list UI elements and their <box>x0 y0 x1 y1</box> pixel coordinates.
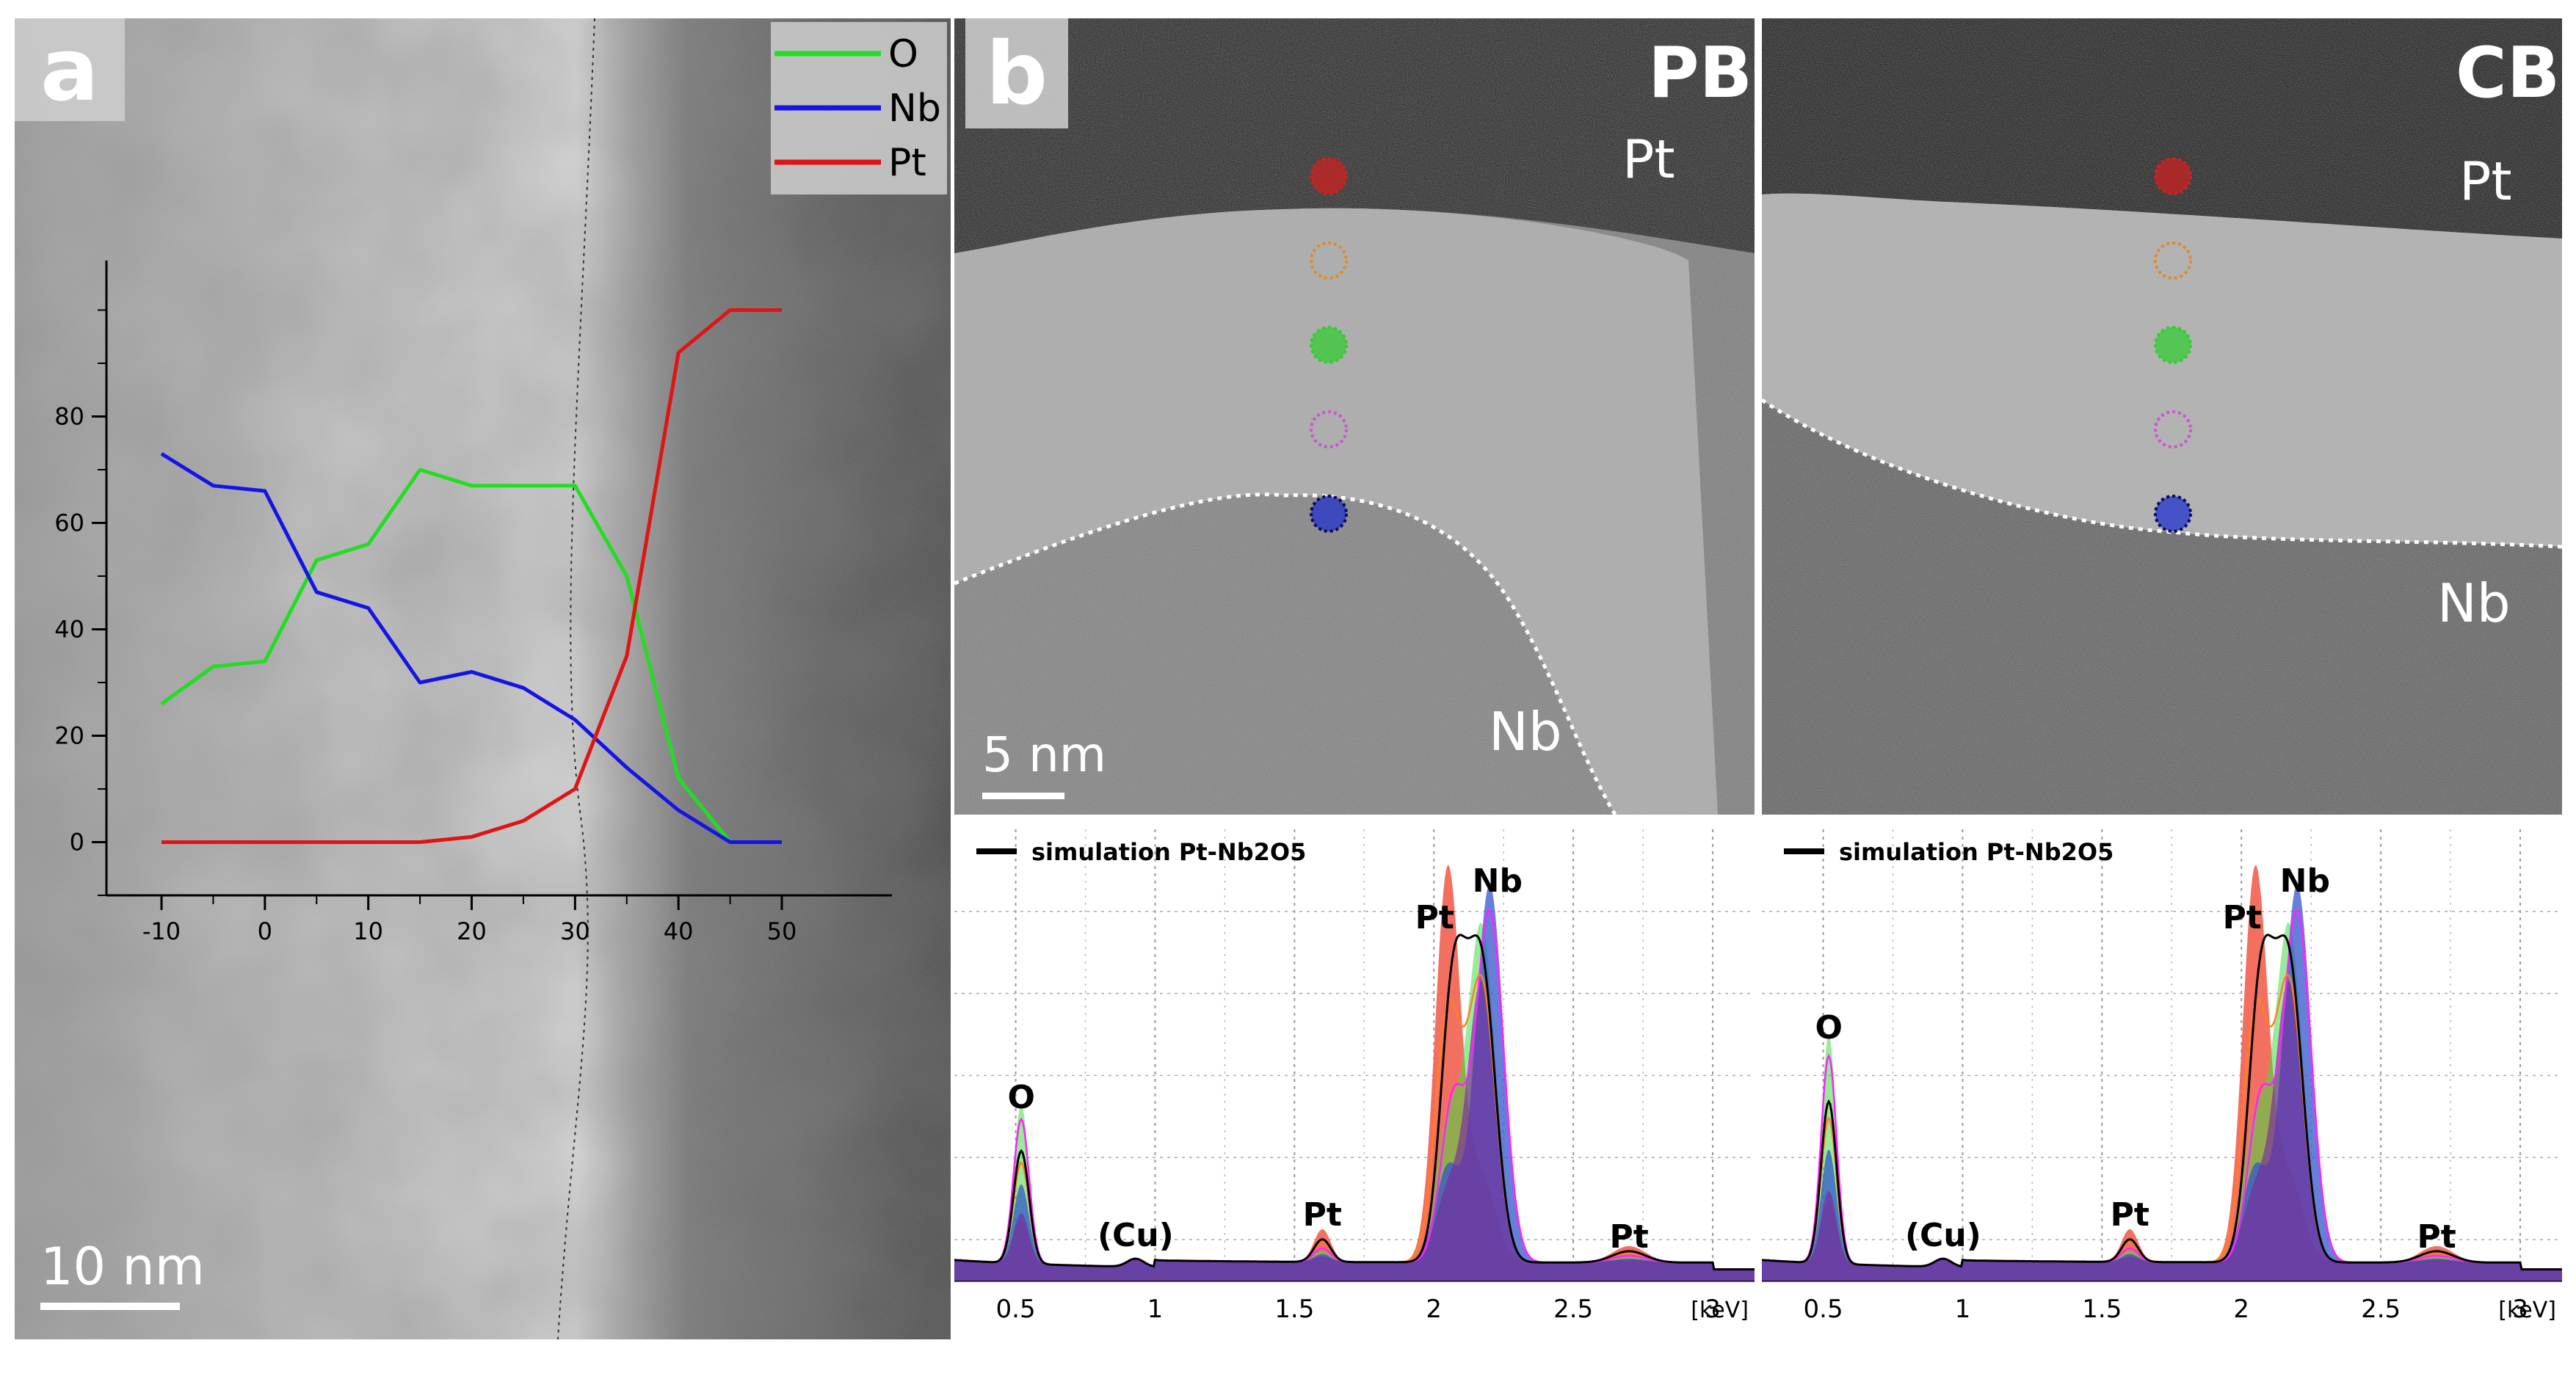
pb-spectrum: 0.5 1 1.5 2 2.5 3[keV] simulation Pt-Nb2O5 O (Cu… <box>954 829 1755 1324</box>
y-tick-label: 80 <box>54 403 84 431</box>
spectrum-tick-label: 3 <box>1705 1295 1721 1324</box>
x-tick-label: -10 <box>142 917 181 945</box>
panel-a: a -10 0 10 20 30 40 50 0 20 40 60 80 O Nb Pt 10 nm <box>15 18 951 1339</box>
spectrum-legend-label: simulation Pt-Nb2O5 <box>1031 838 1306 866</box>
spectrum-tick-label: 1 <box>1147 1295 1164 1324</box>
chart-a-axes: -10 0 10 20 30 40 50 0 20 40 60 80 <box>54 261 892 945</box>
panel-a-scale-bar <box>40 1303 180 1310</box>
pb-marker-green <box>1310 326 1348 364</box>
spectrum-tick-label: 0.5 <box>996 1295 1036 1324</box>
spectrum-line-magenta <box>954 909 1755 1270</box>
spectrum-line-simulation <box>954 934 1755 1271</box>
x-tick-label: 0 <box>258 917 272 945</box>
spectrum-tick-label: 1 <box>1955 1295 1971 1324</box>
spectrum-tick-label: 1.5 <box>2082 1295 2122 1324</box>
peak-label: O <box>1815 1009 1842 1047</box>
cb-nb-label: Nb <box>2437 572 2511 634</box>
cb-marker-green <box>2154 326 2192 364</box>
peak-label: Pt <box>2417 1218 2456 1256</box>
y-tick-label: 20 <box>54 722 84 750</box>
panel-b-label: b <box>965 18 1068 128</box>
cb-title: CB <box>2456 33 2561 114</box>
chart-a-legend: O Nb Pt <box>771 22 947 194</box>
peak-label: Pt <box>1609 1218 1648 1256</box>
pb-marker-violet <box>1310 410 1348 448</box>
spectrum-tick-label: 3 <box>2512 1295 2528 1324</box>
panel-a-chart: -10 0 10 20 30 40 50 0 20 40 60 80 O Nb Pt <box>54 22 947 945</box>
spectrum-fill-violet <box>1762 980 2562 1281</box>
series-line-pt <box>162 308 782 844</box>
spectrum-tick-label: 2 <box>1426 1295 1442 1324</box>
pb-scale-bar <box>982 793 1064 799</box>
panel-a-micrograph <box>15 18 951 1339</box>
pb-title: PB <box>1648 33 1753 114</box>
spectrum-tick-label: 2 <box>2233 1295 2249 1324</box>
spectrum-fill-blue <box>1762 884 2562 1281</box>
spectrum-lines <box>1762 909 2562 1271</box>
x-tick-label: 50 <box>767 917 797 945</box>
cb-marker-violet <box>2154 410 2192 448</box>
panel-a-scale-label: 10 nm <box>40 1237 205 1297</box>
cb-markers <box>2154 157 2192 533</box>
pb-pt-label: Pt <box>1622 128 1675 190</box>
spectrum-line-magenta <box>1762 909 2562 1270</box>
y-tick-label: 40 <box>54 616 84 644</box>
peak-label: O <box>1007 1079 1034 1116</box>
cb-marker-blue <box>2154 495 2192 533</box>
y-tick-label: 0 <box>70 829 84 856</box>
pb-markers <box>1310 157 1348 533</box>
cb-marker-orange <box>2154 241 2192 280</box>
pb-marker-blue <box>1310 495 1348 533</box>
peak-label: Nb <box>2280 862 2330 900</box>
spectrum-unit-label: [keV] <box>1691 1298 1749 1323</box>
spectrum-tick-label: 1.5 <box>1274 1295 1314 1324</box>
spectrum-legend-label: simulation Pt-Nb2O5 <box>1839 838 2114 866</box>
panel-cb: CB Pt Nb 0.5 1 1.5 2 2.5 3 [keV] simulation Pt-… <box>1762 18 2562 1339</box>
peak-label: Pt <box>1303 1196 1342 1234</box>
pb-nb-label: Nb <box>1489 701 1562 763</box>
series-line-o <box>160 467 782 844</box>
cb-pt-label: Pt <box>2459 150 2512 212</box>
spectrum-grid <box>1762 829 2562 1282</box>
legend-label-nb: Nb <box>888 87 941 131</box>
peak-label: Pt <box>2111 1196 2149 1234</box>
y-tick-label: 60 <box>54 509 84 537</box>
panel-a-label: a <box>15 18 125 121</box>
x-tick-label: 10 <box>353 917 383 945</box>
spectrum-lines <box>954 909 1755 1271</box>
spectrum-tick-label: 2.5 <box>2361 1295 2401 1324</box>
legend-label-o: O <box>888 32 918 76</box>
pb-micrograph <box>954 18 1755 815</box>
pb-scale-label: 5 nm <box>982 727 1107 783</box>
spectrum-unit-label: [keV] <box>2498 1298 2556 1323</box>
cb-micrograph <box>1762 18 2562 815</box>
spectrum-tick-label: 2.5 <box>1553 1295 1593 1324</box>
x-tick-label: 30 <box>560 917 590 945</box>
x-tick-label: 20 <box>457 917 487 945</box>
peak-label: Nb <box>1473 862 1523 900</box>
spectrum-fills <box>954 865 1755 1281</box>
spectrum-grid <box>954 829 1755 1282</box>
pb-marker-orange <box>1310 241 1348 280</box>
spectrum-fills <box>1762 865 2562 1281</box>
pb-marker-red <box>1310 157 1348 195</box>
spectrum-tick-label: 0.5 <box>1804 1295 1843 1324</box>
legend-label-pt: Pt <box>888 141 926 185</box>
peak-label: Pt <box>2223 899 2262 936</box>
cb-marker-red <box>2154 157 2192 195</box>
peak-label: (Cu) <box>1097 1217 1174 1254</box>
series-line-nb <box>160 452 782 844</box>
peak-label: (Cu) <box>1905 1217 1981 1254</box>
chart-a-series <box>160 308 782 844</box>
peak-label: Pt <box>1415 899 1454 936</box>
x-tick-label: 40 <box>664 917 694 945</box>
cb-spectrum: 0.5 1 1.5 2 2.5 3[keV] simulation Pt-Nb2O5 O (Cu… <box>1762 829 2562 1324</box>
panel-pb: b PB Pt Nb 5 nm 0.5 1 1.5 2 2.5 3 [keV] simulat… <box>954 18 1755 1339</box>
spectrum-line-simulation <box>1762 934 2562 1271</box>
